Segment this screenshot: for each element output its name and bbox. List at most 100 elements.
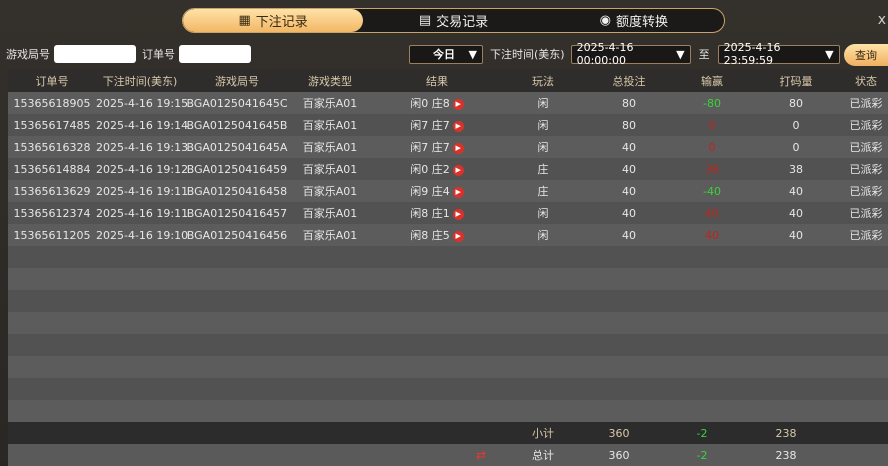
- cell: BGA0125041645A: [186, 140, 288, 154]
- cell: 百家乐A01: [302, 119, 358, 132]
- cell: 2025-4-16 19:11: [96, 184, 189, 198]
- tab-1[interactable]: ▤ 交易记录: [363, 9, 543, 32]
- cell: 庄: [537, 185, 549, 198]
- result-cell: 闲8 庄5 ▶: [370, 227, 504, 243]
- cell: 闲: [537, 141, 549, 154]
- subtotal-rolling: 238: [775, 426, 797, 440]
- cell: 80: [789, 96, 803, 110]
- empty-row: [8, 268, 888, 290]
- result-cell: 闲0 庄2 ▶: [370, 161, 504, 177]
- column-header[interactable]: 总投注: [612, 75, 646, 88]
- cell: 40: [789, 228, 803, 242]
- cell: 15365612374: [13, 206, 91, 220]
- empty-row: [8, 378, 888, 400]
- play-video-icon[interactable]: ▶: [452, 230, 464, 242]
- table-row: 15365617485 2025-4-16 19:14 BGA0125041645B…: [8, 114, 888, 136]
- cell: 闲: [537, 97, 549, 110]
- column-header[interactable]: 打码量: [779, 75, 813, 88]
- play-video-icon[interactable]: ▶: [452, 98, 464, 110]
- chevron-down-icon: ▼: [468, 47, 477, 61]
- column-header[interactable]: 游戏类型: [308, 75, 352, 88]
- subtotal-win: -2: [696, 426, 708, 440]
- column-header[interactable]: 订单号: [35, 75, 69, 88]
- cell: BGA01250416457: [186, 206, 288, 220]
- cell: 已派彩: [849, 141, 883, 154]
- column-header[interactable]: 游戏局号: [215, 75, 259, 88]
- table-row: 15365613629 2025-4-16 19:11 BGA01250416458…: [8, 180, 888, 202]
- end-time-select[interactable]: 2025-4-16 23:59:59 ▼: [717, 41, 840, 67]
- result-cell: 闲8 庄1 ▶: [370, 205, 504, 221]
- total-rolling: 238: [775, 448, 797, 462]
- column-header[interactable]: 下注时间(美东): [102, 75, 178, 88]
- start-time-select[interactable]: 2025-4-16 00:00:00 ▼: [570, 41, 691, 67]
- result-cell: 闲0 庄8 ▶: [370, 95, 504, 111]
- cell: 40: [622, 228, 636, 242]
- cell: BGA01250416458: [186, 184, 288, 198]
- cell: 38: [789, 162, 803, 176]
- column-header[interactable]: 玩法: [532, 75, 554, 88]
- cell: BGA01250416459: [186, 162, 288, 176]
- table-header: 订单号 下注时间(美东) 游戏局号 游戏类型 结果 玩法 总投注 输赢 打码量 状态: [8, 70, 888, 92]
- round-input[interactable]: [54, 45, 136, 63]
- empty-row: [8, 356, 888, 378]
- cell: 0: [708, 140, 716, 154]
- cell: 40: [622, 140, 636, 154]
- column-header[interactable]: 输赢: [701, 75, 723, 88]
- play-video-icon[interactable]: ▶: [452, 142, 464, 154]
- order-label: 订单号: [142, 48, 175, 61]
- cell: 百家乐A01: [302, 141, 358, 154]
- cell: 百家乐A01: [302, 185, 358, 198]
- end-time-value: 2025-4-16 23:59:59: [723, 41, 781, 67]
- cell: 闲: [537, 119, 549, 132]
- tab-label: 交易记录: [436, 15, 489, 30]
- play-video-icon[interactable]: ▶: [452, 186, 464, 198]
- cell: 40: [622, 206, 636, 220]
- close-button[interactable]: x: [877, 12, 886, 28]
- query-button[interactable]: 查询: [844, 44, 888, 66]
- empty-row: [8, 312, 888, 334]
- column-header[interactable]: 状态: [855, 75, 877, 88]
- order-input[interactable]: [179, 45, 251, 63]
- cell: -80: [703, 96, 721, 110]
- cell: 80: [622, 118, 636, 132]
- period-select[interactable]: 今日 ▼: [409, 44, 483, 64]
- play-video-icon[interactable]: ▶: [452, 120, 464, 132]
- cell: 已派彩: [849, 207, 883, 220]
- cell: 40: [622, 184, 636, 198]
- empty-row: [8, 246, 888, 268]
- filter-bar: 游戏局号 订单号 今日 ▼ 下注时间(美东) 2025-4-16 00:00:00…: [0, 41, 888, 67]
- column-header[interactable]: 结果: [426, 75, 448, 88]
- tab-bar: ▦ 下注记录 ▤ 交易记录 ◉ 额度转换: [182, 8, 725, 33]
- empty-row: [8, 334, 888, 356]
- tab-0[interactable]: ▦ 下注记录: [183, 9, 364, 32]
- subtotal-bet: 360: [608, 426, 630, 440]
- cell: 0: [708, 118, 716, 132]
- cell: 15365614884: [13, 162, 91, 176]
- table-row: 15365618905 2025-4-16 19:15 BGA0125041645C…: [8, 92, 888, 114]
- subtotal-label: 小计: [532, 427, 554, 440]
- cell: BGA0125041645B: [186, 118, 288, 132]
- cell: 2025-4-16 19:10: [96, 228, 189, 242]
- cell: 闲: [537, 229, 549, 242]
- cell: 已派彩: [849, 97, 883, 110]
- result-text: 闲9 庄4: [410, 185, 450, 198]
- result-text: 闲8 庄5: [410, 229, 450, 242]
- total-win: -2: [696, 448, 708, 462]
- table-row: 15365611205 2025-4-16 19:10 BGA01250416456…: [8, 224, 888, 246]
- cell: 2025-4-16 19:14: [96, 118, 189, 132]
- table-row: 15365614884 2025-4-16 19:12 BGA01250416459…: [8, 158, 888, 180]
- cell: 40: [705, 228, 719, 242]
- tab-2[interactable]: ◉ 额度转换: [544, 9, 724, 32]
- table-row: 15365616328 2025-4-16 19:13 BGA0125041645A…: [8, 136, 888, 158]
- cell: BGA0125041645C: [186, 96, 288, 110]
- refresh-arrows-icon[interactable]: ⇄: [475, 448, 486, 462]
- play-video-icon[interactable]: ▶: [452, 208, 464, 220]
- cell: 40: [789, 206, 803, 220]
- play-video-icon[interactable]: ▶: [452, 164, 464, 176]
- result-text: 闲7 庄7: [410, 119, 450, 132]
- cell: 15365611205: [13, 228, 91, 242]
- tab-label: 额度转换: [615, 15, 668, 30]
- cell: -40: [703, 184, 721, 198]
- cell: 15365617485: [13, 118, 91, 132]
